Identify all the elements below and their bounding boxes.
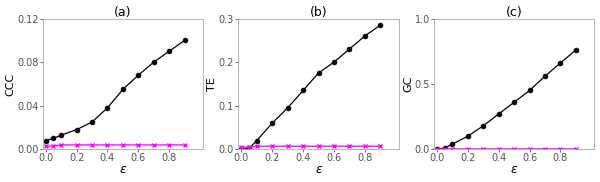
Title: (a): (a): [114, 6, 131, 19]
Title: (c): (c): [506, 6, 523, 19]
X-axis label: ε: ε: [315, 163, 322, 176]
Y-axis label: GC: GC: [403, 76, 413, 92]
Y-axis label: TE: TE: [208, 77, 217, 91]
Title: (b): (b): [310, 6, 328, 19]
X-axis label: ε: ε: [119, 163, 126, 176]
X-axis label: ε: ε: [511, 163, 518, 176]
Y-axis label: CCC: CCC: [5, 72, 16, 96]
